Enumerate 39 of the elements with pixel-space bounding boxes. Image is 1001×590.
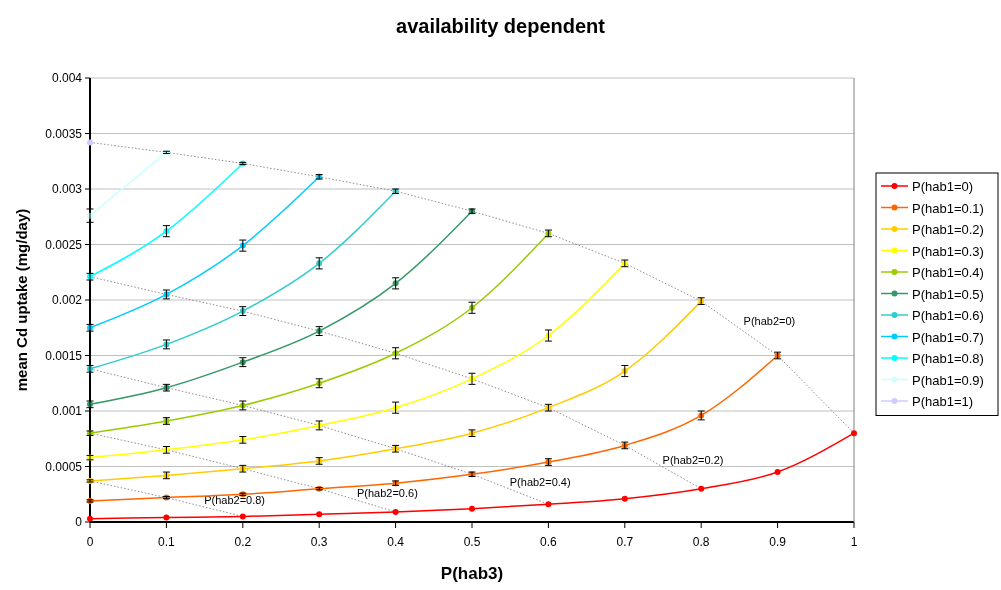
x-tick-label: 0.6	[540, 535, 558, 549]
x-tick-label: 0.3	[310, 535, 328, 549]
series-label: P(hab2=0)	[743, 315, 796, 328]
legend-label: P(hab1=0)	[912, 179, 974, 194]
legend-label: P(hab1=0.1)	[912, 200, 984, 216]
legend-label: P(hab1=0.3)	[912, 243, 984, 259]
legend-label: P(hab1=0.5)	[912, 286, 984, 302]
y-tick-label: 0.002	[51, 293, 83, 307]
legend-label: P(hab1=0.7)	[912, 329, 984, 345]
x-tick-label: 0	[86, 535, 94, 549]
legend-label: P(hab1=0.6)	[912, 308, 984, 323]
y-axis-title: mean Cd uptake (mg/day)	[13, 208, 30, 392]
x-axis-title: P(hab3)	[440, 564, 504, 583]
chart-title: availability dependent	[396, 15, 606, 37]
y-tick-label: 0.001	[51, 404, 83, 418]
x-tick-label: 0.7	[616, 535, 634, 549]
legend-label: P(hab1=0.9)	[912, 372, 984, 388]
x-tick-label: 0.4	[387, 535, 405, 549]
y-tick-label: 0.0015	[45, 348, 83, 363]
series-label: P(hab2=0.6)	[356, 487, 418, 500]
series-label: P(hab2=0.4)	[509, 476, 571, 489]
series-label: P(hab2=0.2)	[662, 454, 724, 467]
y-tick-label: 0.004	[51, 71, 83, 85]
y-tick-label: 0.003	[51, 182, 83, 196]
y-tick-label: 0.0005	[45, 459, 83, 474]
y-tick-label: 0.0035	[45, 126, 83, 141]
x-tick-label: 0.9	[769, 535, 787, 549]
legend-label: P(hab1=0.8)	[912, 351, 984, 366]
y-tick-label: 0.0025	[45, 237, 83, 252]
legend-label: P(hab1=0.4)	[912, 265, 984, 280]
y-tick-label: 0	[75, 515, 83, 529]
x-tick-label: 0.2	[234, 535, 252, 549]
x-tick-label: 0.5	[463, 535, 481, 549]
x-tick-label: 0.8	[692, 535, 710, 549]
series-label: P(hab2=0.8)	[204, 494, 266, 507]
x-tick-label: 0.1	[158, 535, 176, 549]
legend-label: P(hab1=1)	[912, 394, 974, 409]
x-tick-label: 1	[850, 535, 858, 549]
legend-label: P(hab1=0.2)	[912, 222, 984, 237]
